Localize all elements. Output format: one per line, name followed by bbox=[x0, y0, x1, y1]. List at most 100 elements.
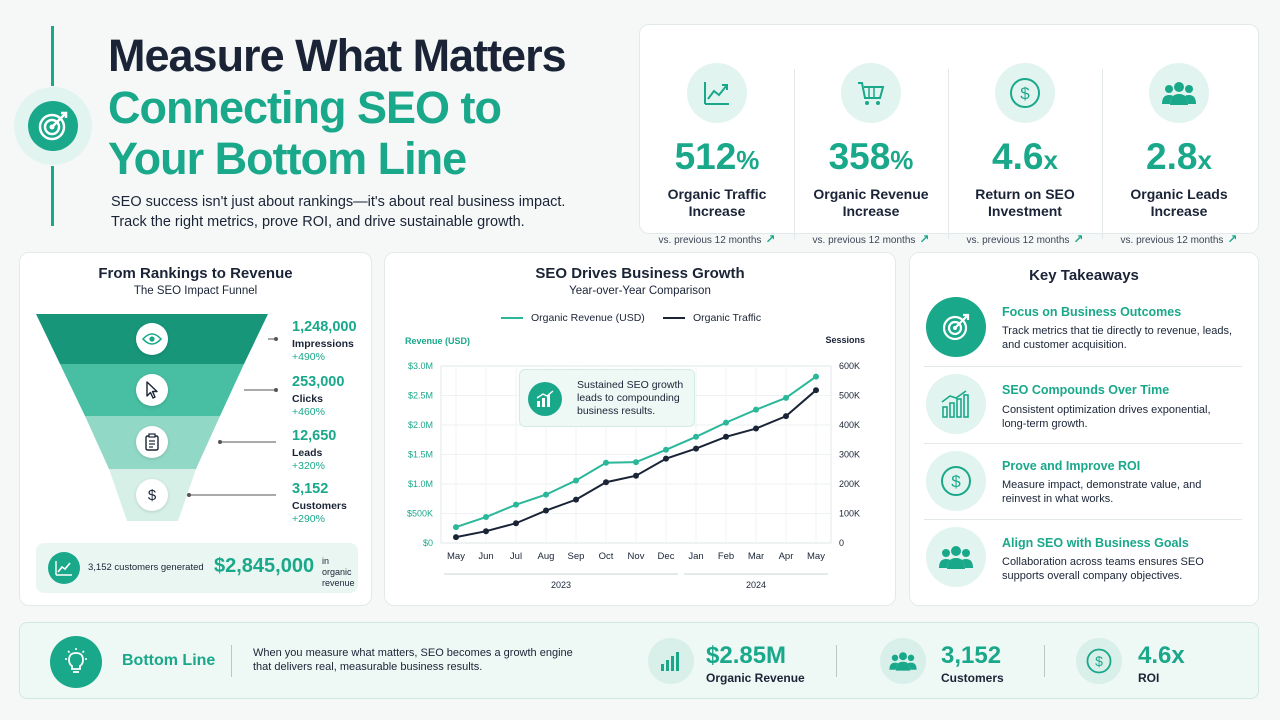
x-tick-label: Aug bbox=[538, 551, 555, 562]
funnel-total-label: 3,152 customers generated bbox=[88, 562, 204, 573]
header-target-badge bbox=[14, 87, 92, 165]
y-right-tick-label: 500K bbox=[839, 391, 860, 401]
funnel-stat-change: +320% bbox=[292, 460, 325, 472]
stat-organic-revenue: 358% Organic Revenue Increase vs. previou… bbox=[794, 63, 948, 246]
legend-traffic: Organic Traffic bbox=[663, 312, 761, 324]
stat-label-line-2: Increase bbox=[688, 203, 746, 219]
data-point-revenue bbox=[513, 501, 519, 508]
legend-label: Organic Traffic bbox=[693, 312, 762, 324]
clipboard-icon bbox=[136, 426, 168, 458]
takeaway-text: Collaboration across teams ensures SEO s… bbox=[1002, 556, 1204, 582]
stat-divider bbox=[794, 69, 795, 239]
takeaway-title: SEO Compounds Over Time bbox=[1002, 383, 1170, 397]
header-accent-line-top bbox=[51, 26, 54, 86]
page-subtitle-line-1: Connecting SEO to bbox=[108, 82, 502, 133]
bottom-metric-label: Customers bbox=[941, 671, 1004, 685]
dollar-icon: $ bbox=[1076, 638, 1122, 684]
stat-unit: x bbox=[1197, 145, 1212, 175]
y-tick-label: $3.0M bbox=[408, 361, 433, 371]
people-icon bbox=[1149, 63, 1209, 123]
stat-label-line-2: Investment bbox=[988, 203, 1062, 219]
y-tick-label: $2.0M bbox=[408, 420, 433, 430]
header-description: SEO success isn't just about rankings—it… bbox=[111, 194, 566, 230]
data-point-revenue bbox=[603, 459, 609, 466]
funnel-total-suffix-1: in organic bbox=[322, 556, 352, 577]
data-point-traffic bbox=[663, 455, 669, 462]
data-point-revenue bbox=[543, 491, 549, 498]
stat-value: 512 bbox=[674, 136, 737, 177]
data-point-traffic bbox=[453, 534, 459, 541]
stat-value: 4.6 bbox=[992, 136, 1044, 177]
stat-label-line-1: Return on SEO bbox=[975, 186, 1075, 202]
annotation-text: Sustained SEO growth leads to compoundin… bbox=[577, 379, 684, 417]
takeaway-title: Focus on Business Outcomes bbox=[1002, 305, 1182, 319]
y-axis-title: Revenue (USD) bbox=[405, 336, 471, 346]
cursor-icon bbox=[136, 374, 168, 406]
y-tick-label: $2.5M bbox=[408, 391, 433, 401]
stat-note: vs. previous 12 months bbox=[966, 235, 1070, 246]
stat-note: vs. previous 12 months bbox=[658, 235, 762, 246]
divider bbox=[924, 519, 1242, 520]
funnel-title: From Rankings to Revenue bbox=[98, 265, 293, 282]
divider bbox=[1044, 645, 1045, 677]
bar-growth-icon bbox=[528, 382, 562, 416]
data-point-traffic bbox=[783, 413, 789, 420]
divider bbox=[836, 645, 837, 677]
stat-note: vs. previous 12 months bbox=[1120, 235, 1224, 246]
bottom-line-text: When you measure what matters, SEO becom… bbox=[253, 647, 573, 673]
svg-text:$: $ bbox=[951, 472, 961, 491]
svg-text:$: $ bbox=[148, 487, 157, 504]
stat-seo-roi: $ 4.6x Return on SEO Investment vs. previ… bbox=[948, 63, 1102, 246]
chart-card: SEO Drives Business Growth Year-over-Yea… bbox=[384, 252, 896, 606]
divider bbox=[924, 366, 1242, 367]
funnel-stat-change: +490% bbox=[292, 351, 325, 363]
stat-label-line-2: Increase bbox=[1150, 203, 1208, 219]
y-right-tick-label: 400K bbox=[839, 420, 860, 430]
stat-unit: x bbox=[1043, 145, 1058, 175]
funnel-stat-value: 253,000 bbox=[292, 374, 345, 390]
x-tick-label: Jul bbox=[510, 551, 522, 562]
takeaways-card: Key Takeaways Focus on Business Outcomes… bbox=[909, 252, 1259, 606]
people-icon bbox=[926, 527, 986, 587]
stats-card: 512% Organic Traffic Increase vs. previou… bbox=[639, 24, 1259, 246]
bottom-metric-value: $2.85M bbox=[706, 642, 787, 669]
y-right-tick-label: 600K bbox=[839, 361, 860, 371]
legend-revenue: Organic Revenue (USD) bbox=[501, 312, 645, 324]
x-tick-label: Apr bbox=[779, 551, 794, 562]
header-accent-line-bottom bbox=[51, 166, 54, 226]
stat-organic-traffic: 512% Organic Traffic Increase vs. previou… bbox=[640, 63, 794, 246]
stat-divider bbox=[948, 69, 949, 239]
divider bbox=[231, 645, 232, 677]
funnel-stat-label: Clicks bbox=[292, 393, 323, 405]
year-label: 2024 bbox=[746, 580, 766, 590]
data-point-revenue bbox=[573, 477, 579, 484]
funnel-card: From Rankings to Revenue The SEO Impact … bbox=[19, 252, 372, 606]
data-point-revenue bbox=[693, 433, 699, 440]
bottom-metric-value: 4.6x bbox=[1138, 642, 1185, 669]
dollar-icon: $ bbox=[926, 451, 986, 511]
divider bbox=[924, 443, 1242, 444]
x-tick-label: Sep bbox=[568, 551, 585, 562]
stat-label-line-1: Organic Revenue bbox=[813, 186, 929, 202]
stat-label-line-2: Increase bbox=[842, 203, 900, 219]
stat-value: 2.8 bbox=[1146, 136, 1198, 177]
target-icon bbox=[28, 101, 78, 151]
x-tick-label: May bbox=[807, 551, 825, 562]
bar-chart-icon bbox=[648, 638, 694, 684]
arrow-up-right-icon: ↗ bbox=[765, 232, 776, 246]
data-point-traffic bbox=[693, 445, 699, 452]
funnel-stat-value: 3,152 bbox=[292, 481, 329, 497]
x-tick-label: Feb bbox=[718, 551, 734, 562]
page-subtitle-line-2: Your Bottom Line bbox=[108, 133, 467, 184]
data-point-revenue bbox=[813, 373, 819, 380]
data-point-revenue bbox=[753, 406, 759, 413]
lightbulb-icon bbox=[50, 636, 102, 688]
bar-growth-icon bbox=[926, 374, 986, 434]
dollar-icon: $ bbox=[995, 63, 1055, 123]
stat-unit: % bbox=[736, 145, 760, 175]
funnel-stat-value: 1,248,000 bbox=[292, 319, 357, 335]
data-point-traffic bbox=[483, 528, 489, 535]
svg-text:$: $ bbox=[1095, 653, 1103, 669]
data-point-revenue bbox=[453, 524, 459, 531]
svg-text:$: $ bbox=[1020, 84, 1030, 103]
